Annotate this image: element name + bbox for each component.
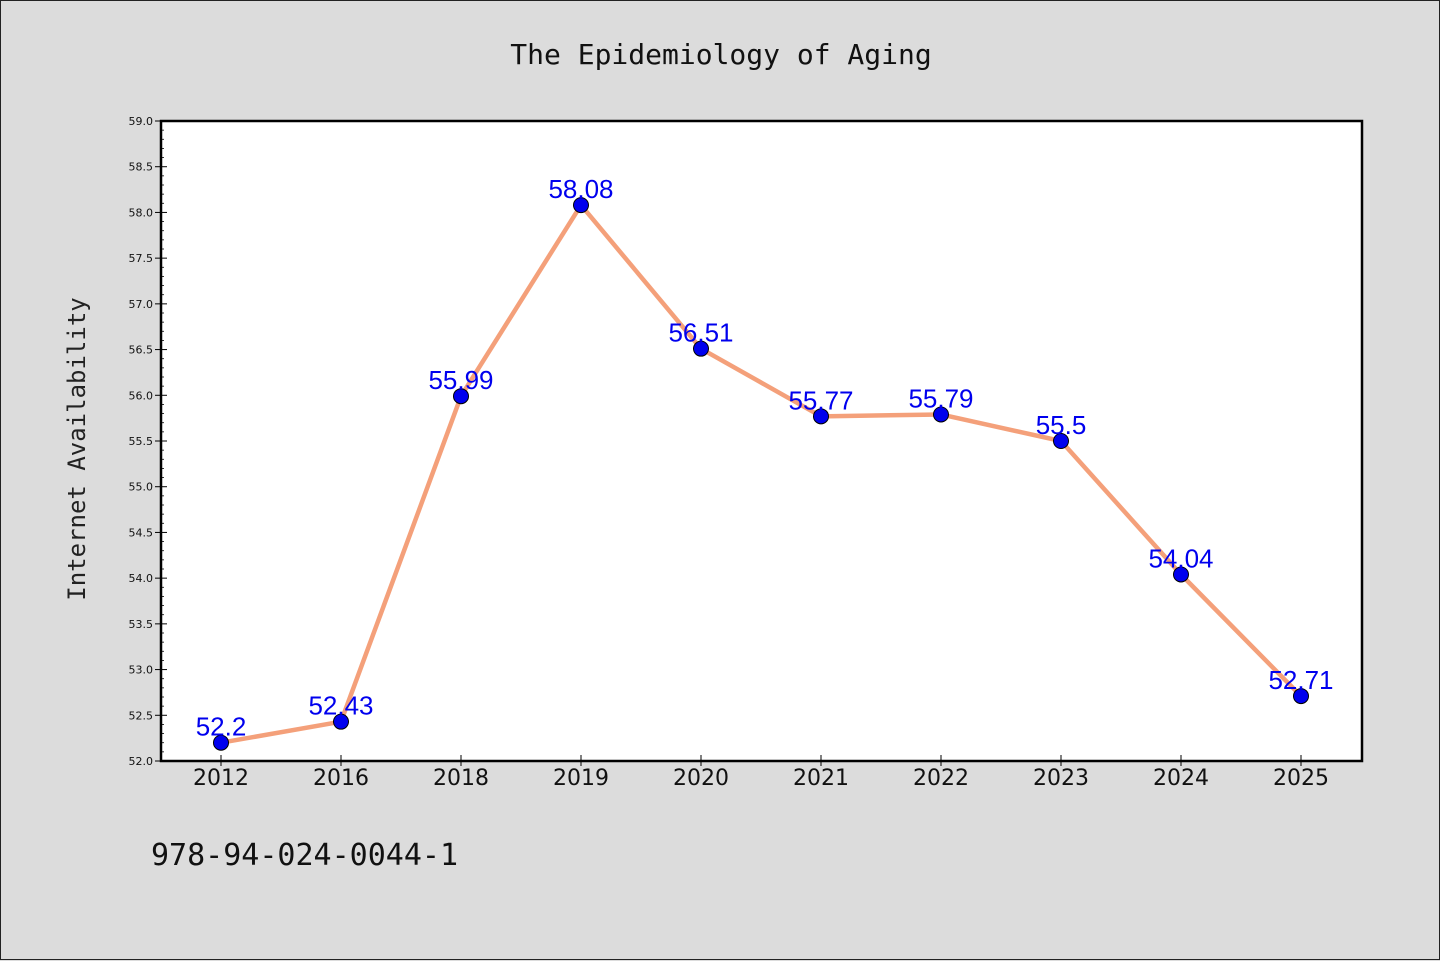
y-tick-label: 55.5 bbox=[129, 435, 154, 448]
x-tick-label: 2016 bbox=[313, 766, 369, 791]
y-axis-ticks: 52.0 52.5 53.0 53.5 54.0 54.5 55.0 55.5 56.0 56.5… bbox=[129, 115, 167, 768]
y-tick-label: 53.0 bbox=[129, 664, 154, 677]
y-tick-label: 58.5 bbox=[129, 161, 154, 174]
data-label: 55.99 bbox=[428, 365, 493, 395]
data-point bbox=[813, 408, 829, 425]
data-point bbox=[573, 197, 589, 214]
footer-code: 978-94-024-0044-1 bbox=[151, 838, 458, 873]
data-point bbox=[453, 388, 469, 405]
x-axis-ticks: 2012 2016 2018 2019 2020 2021 2022 2023 2024 2025 bbox=[193, 755, 1329, 791]
data-point bbox=[1173, 566, 1189, 583]
data-point bbox=[213, 734, 229, 751]
data-label: 52.43 bbox=[308, 691, 373, 721]
y-axis-label: Internet Availability bbox=[63, 297, 91, 600]
x-tick-label: 2023 bbox=[1033, 766, 1089, 791]
y-tick-label: 57.5 bbox=[129, 252, 154, 265]
y-tick-label: 57.0 bbox=[129, 298, 154, 311]
x-tick-label: 2024 bbox=[1153, 766, 1209, 791]
data-point bbox=[933, 406, 949, 423]
y-tick-label: 56.5 bbox=[129, 344, 154, 357]
x-tick-label: 2019 bbox=[553, 766, 609, 791]
data-point bbox=[333, 713, 349, 730]
y-tick-label: 52.5 bbox=[129, 709, 154, 722]
x-tick-label: 2018 bbox=[433, 766, 489, 791]
y-tick-label: 56.0 bbox=[129, 389, 154, 402]
data-label: 52.71 bbox=[1268, 665, 1333, 695]
data-label: 55.77 bbox=[788, 385, 853, 415]
y-tick-label: 54.5 bbox=[129, 526, 154, 539]
data-point bbox=[1293, 688, 1309, 705]
data-label: 58.08 bbox=[548, 174, 613, 204]
y-tick-label: 54.0 bbox=[129, 572, 154, 585]
series-layer: 52.2 52.43 55.99 58.08 56.51 55.77 55.79 55.5 54… bbox=[196, 174, 1334, 751]
y-tick-label: 55.0 bbox=[129, 481, 154, 494]
x-tick-label: 2022 bbox=[913, 766, 969, 791]
plot-area bbox=[159, 119, 1364, 763]
x-tick-label: 2012 bbox=[193, 766, 249, 791]
x-tick-label: 2020 bbox=[673, 766, 729, 791]
data-label: 55.5 bbox=[1036, 410, 1087, 440]
y-tick-label: 52.0 bbox=[129, 755, 154, 768]
y-tick-label: 58.0 bbox=[129, 206, 154, 219]
data-label: 55.79 bbox=[908, 383, 973, 413]
chart-title: The Epidemiology of Aging bbox=[510, 38, 931, 71]
x-tick-label: 2021 bbox=[793, 766, 849, 791]
data-label: 56.51 bbox=[668, 318, 733, 348]
data-point bbox=[693, 340, 709, 357]
y-tick-label: 59.0 bbox=[129, 115, 154, 128]
data-label: 54.04 bbox=[1148, 543, 1213, 573]
data-point bbox=[1053, 433, 1069, 449]
series-line bbox=[218, 202, 1304, 745]
data-label: 52.2 bbox=[196, 712, 247, 742]
x-tick-label: 2025 bbox=[1273, 766, 1329, 791]
y-tick-label: 53.5 bbox=[129, 618, 154, 631]
